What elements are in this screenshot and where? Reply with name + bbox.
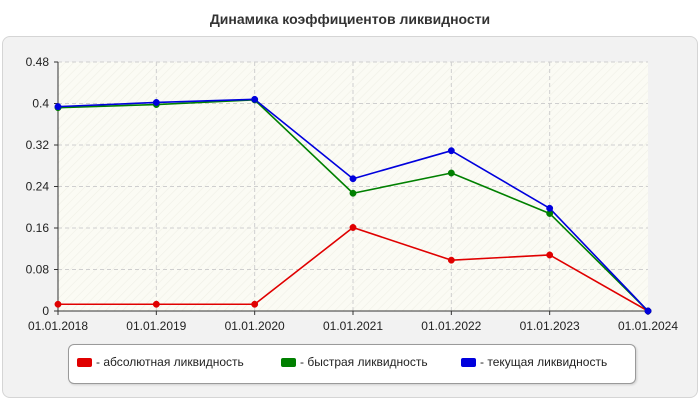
y-tick-label: 0.08 [26, 263, 50, 277]
data-point-2 [447, 147, 455, 155]
legend-item-absolute[interactable]: - абсолютная ликвидность [77, 355, 244, 369]
y-tick-label: 0.24 [26, 180, 50, 194]
data-point-2 [644, 307, 652, 315]
x-tick-label: 01.01.2023 [520, 319, 580, 333]
legend-label: - быстрая ликвидность [300, 355, 428, 369]
legend-label: - абсолютная ликвидность [96, 355, 244, 369]
data-point-0 [447, 256, 455, 264]
x-tick-label: 01.01.2021 [323, 319, 383, 333]
data-point-2 [152, 99, 160, 106]
y-tick-label: 0.4 [32, 97, 49, 111]
legend-item-current[interactable]: - текущая ликвидность [461, 355, 607, 369]
legend-swatch-blue [461, 357, 476, 367]
y-tick-label: 0.48 [26, 55, 50, 69]
data-point-0 [546, 251, 554, 259]
y-tick-label: 0.32 [26, 138, 50, 152]
y-tick-label: 0 [42, 304, 49, 318]
data-point-2 [251, 95, 259, 103]
legend-swatch-green [281, 357, 296, 367]
legend: - абсолютная ликвидность - быстрая ликви… [68, 344, 636, 384]
series-group [54, 95, 652, 315]
x-tick-label: 01.01.2022 [421, 319, 481, 333]
x-tick-label: 01.01.2024 [618, 319, 678, 333]
y-tick-labels: 0 0.08 0.16 0.24 0.32 0.4 0.48 [26, 55, 50, 318]
data-point-0 [54, 300, 62, 308]
x-tick-labels: 01.01.2018 01.01.2019 01.01.2020 01.01.2021… [28, 319, 678, 333]
legend-swatch-red [77, 357, 92, 367]
data-point-0 [251, 300, 259, 308]
data-point-1 [447, 169, 455, 177]
chart-title: Динамика коэффициентов ликвидности [209, 11, 491, 27]
x-tick-label: 01.01.2018 [28, 319, 88, 333]
data-point-2 [54, 103, 62, 111]
legend-item-quick[interactable]: - быстрая ликвидность [281, 355, 428, 369]
legend-label: - текущая ликвидность [480, 355, 608, 369]
x-tick-label: 01.01.2020 [225, 319, 285, 333]
data-point-0 [152, 300, 160, 308]
data-point-2 [349, 175, 357, 183]
data-point-2 [546, 204, 554, 212]
y-tick-label: 0.16 [26, 221, 50, 235]
x-tick-label: 01.01.2019 [126, 319, 186, 333]
data-point-0 [349, 224, 357, 231]
data-point-1 [349, 189, 357, 197]
